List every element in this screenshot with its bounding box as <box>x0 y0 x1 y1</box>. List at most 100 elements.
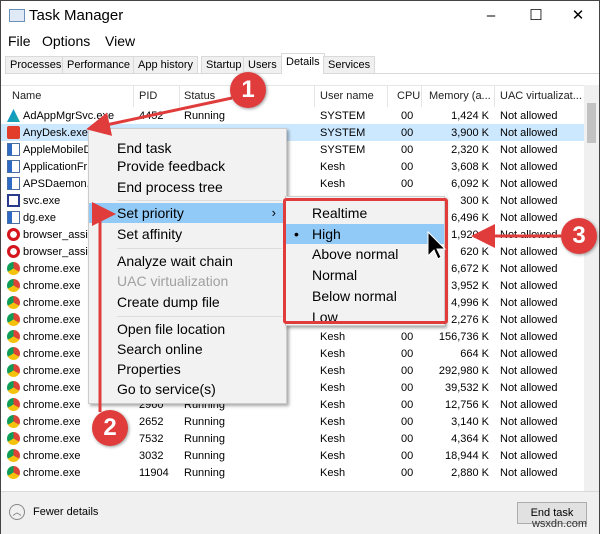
table-row[interactable]: dg.exe 6,496 K Not allowed <box>1 209 584 226</box>
col-name[interactable]: Name <box>12 90 42 102</box>
tab-details[interactable]: Details <box>281 53 325 74</box>
cell-status: Running <box>184 467 225 479</box>
cell-cpu: 00 <box>401 399 414 411</box>
cell-user: Kesh <box>320 433 346 445</box>
context-menu: End task Provide feedback End process tree… <box>88 128 287 404</box>
menu-item-set-affinity[interactable]: Set affinity <box>89 224 286 244</box>
annotation-badge-2: 2 <box>92 410 128 446</box>
cell-name: svc.exe <box>23 195 61 207</box>
chrome-icon <box>7 398 20 411</box>
table-row[interactable]: chrome.exe Kesh 00 156,736 K Not allowed <box>1 328 584 345</box>
cell-user: Kesh <box>320 467 346 479</box>
cell-pid: 3032 <box>139 450 164 462</box>
menu-item-open-file-location[interactable]: Open file location <box>89 319 286 339</box>
table-row[interactable]: chrome.exe 3,952 K Not allowed <box>1 277 584 294</box>
table-row[interactable]: chrome.exe Kesh 00 664 K Not allowed <box>1 345 584 362</box>
table-row[interactable]: AppleMobileD SYSTEM 00 2,320 K Not allowed <box>1 141 584 158</box>
cell-name: APSDaemon.exe <box>23 178 108 190</box>
priority-above-normal[interactable]: Above normal <box>286 244 444 264</box>
menu-item-label: End process tree <box>117 179 223 195</box>
menu-item-go-to-service-s[interactable]: Go to service(s) <box>89 379 286 399</box>
tab-services[interactable]: Services <box>323 56 376 74</box>
menu-options[interactable]: Options <box>42 33 91 49</box>
menu-separator <box>117 315 282 317</box>
cell-mem: 4,996 K <box>451 297 489 309</box>
vertical-scrollbar[interactable] <box>584 85 599 491</box>
close-button[interactable]: ✕ <box>571 7 585 24</box>
menu-item-properties[interactable]: Properties <box>89 359 286 379</box>
cell-name: chrome.exe <box>23 450 81 462</box>
menu-item-end-task[interactable]: End task <box>89 138 286 158</box>
priority-high[interactable]: • High <box>286 223 444 244</box>
cell-user: SYSTEM <box>320 127 366 139</box>
menu-item-analyze-wait-chain[interactable]: Analyze wait chain <box>89 251 286 271</box>
menu-item-label: Search online <box>117 341 203 357</box>
cell-name: ApplicationFr <box>23 161 88 173</box>
cell-cpu: 00 <box>401 110 414 122</box>
menu-item-end-process-tree[interactable]: End process tree <box>89 177 286 197</box>
table-row[interactable]: svc.exe 300 K Not allowed <box>1 192 584 209</box>
table-row[interactable]: chrome.exe 4,996 K Not allowed <box>1 294 584 311</box>
cell-user: Kesh <box>320 348 346 360</box>
cell-user: Kesh <box>320 416 346 428</box>
fewer-details-link[interactable]: Fewer details <box>33 506 99 518</box>
chrome-icon <box>7 296 20 309</box>
tab-startup[interactable]: Startup <box>201 56 247 74</box>
table-row[interactable]: chrome.exe 2,276 K Not allowed <box>1 311 584 328</box>
table-row[interactable]: chrome.exe 2652 Running Kesh 00 3,140 K Not al… <box>1 413 584 430</box>
maximize-button[interactable]: ☐ <box>529 7 543 24</box>
chevron-up-icon[interactable]: ︿ <box>9 504 25 520</box>
end-task-button[interactable]: End task <box>517 502 587 524</box>
cell-pid: 11904 <box>139 467 169 479</box>
priority-low[interactable]: Low <box>286 307 444 326</box>
arrow-1 <box>86 96 233 136</box>
chrome-icon <box>7 381 20 394</box>
table-row[interactable]: browser_assis 620 K Not allowed <box>1 243 584 260</box>
col-cpu[interactable]: CPU <box>397 90 421 102</box>
scrollbar-thumb[interactable] <box>587 103 596 143</box>
col-pid[interactable]: PID <box>139 90 158 102</box>
cell-status: Running <box>184 416 225 428</box>
radio-bullet-icon: • <box>294 225 299 242</box>
priority-realtime[interactable]: Realtime <box>286 203 444 223</box>
menu-item-search-online[interactable]: Search online <box>89 339 286 359</box>
tab-performance[interactable]: Performance <box>62 56 135 74</box>
priority-below-normal[interactable]: Below normal <box>286 286 444 306</box>
cell-status: Running <box>184 433 225 445</box>
minimize-button[interactable]: – <box>486 7 496 24</box>
table-row[interactable]: AdAppMgrSvc.exe4452RunningSYSTEM001,424 … <box>1 107 584 124</box>
process-list: AdAppMgrSvc.exe4452RunningSYSTEM001,424 … <box>1 107 584 491</box>
col-memory[interactable]: Memory (a... <box>429 90 491 102</box>
col-user[interactable]: User name <box>320 90 374 102</box>
cell-user: SYSTEM <box>320 110 366 122</box>
table-row[interactable]: chrome.exe Kesh 00 292,980 K Not allowed <box>1 362 584 379</box>
table-row[interactable]: chrome.exe 7532 Running Kesh 00 4,364 K Not al… <box>1 430 584 447</box>
cell-cpu: 00 <box>401 144 414 156</box>
table-row[interactable]: chrome.exe 6,672 K Not allowed <box>1 260 584 277</box>
col-uac[interactable]: UAC virtualizat... <box>500 90 582 102</box>
table-row[interactable]: chrome.exe Kesh 00 39,532 K Not allowed <box>1 379 584 396</box>
menu-item-label: UAC virtualization <box>117 273 229 289</box>
tab-app-history[interactable]: App history <box>133 56 199 74</box>
priority-normal[interactable]: Normal <box>286 265 444 285</box>
col-status[interactable]: Status <box>184 90 216 102</box>
cell-status: Running <box>184 450 225 462</box>
cell-mem: 292,980 K <box>438 365 489 377</box>
menu-item-provide-feedback[interactable]: Provide feedback <box>89 156 286 176</box>
column-headers: Name PID Status User name CPU Memory (a.… <box>1 85 584 107</box>
table-row[interactable]: chrome.exe 3032 Running Kesh 00 18,944 K Not a… <box>1 447 584 464</box>
menu-item-create-dump-file[interactable]: Create dump file <box>89 292 286 312</box>
menu-item-set-priority[interactable]: Set priority › <box>89 203 286 223</box>
cell-cpu: 00 <box>401 127 414 139</box>
table-row[interactable]: ApplicationFr Kesh 00 3,608 K Not allowed <box>1 158 584 175</box>
cell-name: chrome.exe <box>23 348 81 360</box>
cell-uac: Not allowed <box>500 178 558 190</box>
cell-uac: Not allowed <box>500 382 558 394</box>
menu-item-label: Create dump file <box>117 294 220 310</box>
cell-mem: 3,608 K <box>451 161 489 173</box>
table-row[interactable]: APSDaemon.exe Kesh 00 6,092 K Not allowed <box>1 175 584 192</box>
menu-file[interactable]: File <box>8 33 31 49</box>
table-row[interactable]: chrome.exe 11904 Running Kesh 00 2,880 K Not a… <box>1 464 584 481</box>
cell-pid: 2652 <box>139 416 164 428</box>
menu-view[interactable]: View <box>105 33 136 49</box>
